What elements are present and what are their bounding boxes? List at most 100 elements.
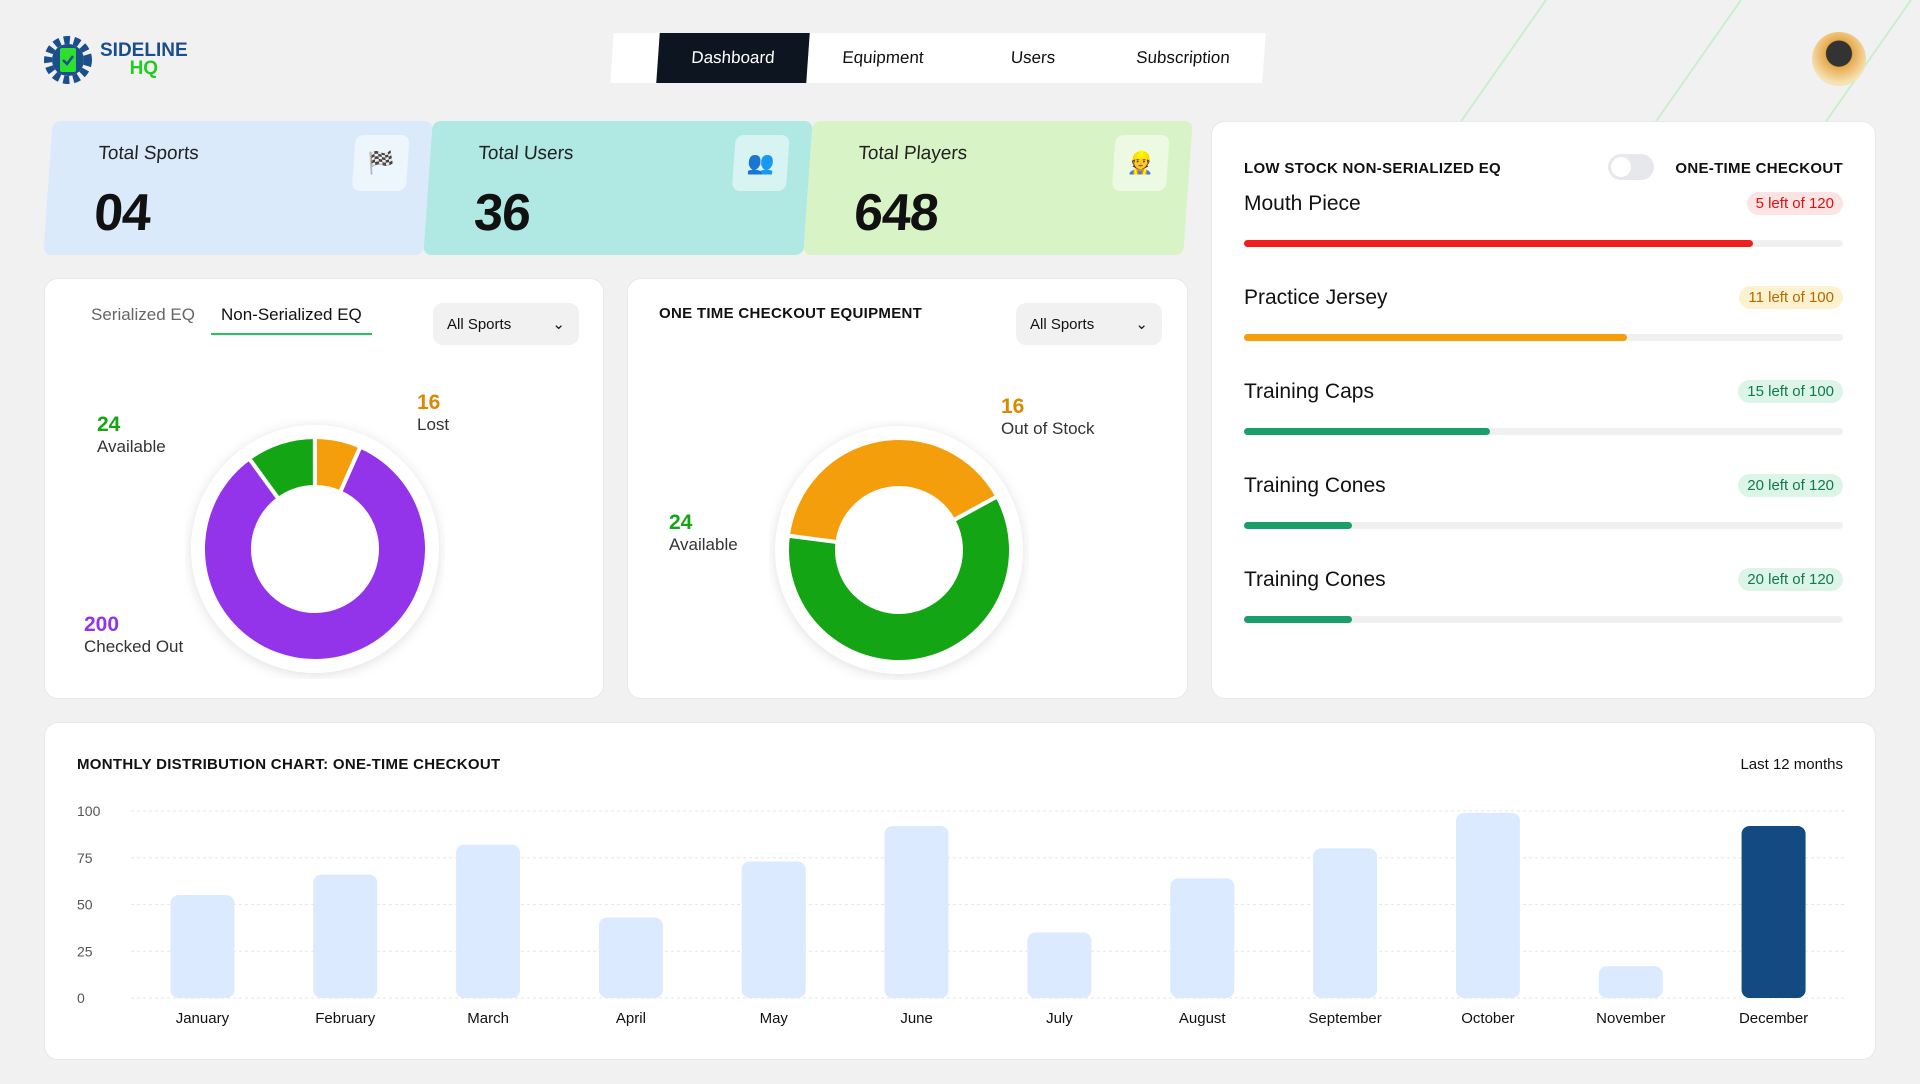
bar-december[interactable]: [1741, 825, 1806, 998]
range-label[interactable]: Last 12 months: [1740, 756, 1843, 773]
stock-item-name: Training Caps: [1244, 380, 1374, 403]
stock-item-name: Mouth Piece: [1244, 192, 1361, 215]
stat-value: 36: [472, 184, 533, 242]
x-tick-label: May: [760, 1010, 789, 1027]
logo[interactable]: SIDELINE HQ: [42, 34, 188, 86]
users-group-icon: 👥: [731, 135, 790, 191]
one-time-checkout-toggle[interactable]: [1608, 154, 1654, 180]
chart-title: MONTHLY DISTRIBUTION CHART: ONE-TIME CHE…: [77, 756, 501, 773]
label-lost: 16 Lost: [417, 391, 450, 434]
y-tick-label: 75: [77, 850, 93, 866]
brand-line1: SIDELINE: [100, 40, 188, 61]
bar-november[interactable]: [1598, 966, 1663, 998]
stock-item-name: Training Cones: [1244, 568, 1386, 591]
bar-july[interactable]: [1027, 932, 1092, 998]
checkered-flags-icon: 🏁: [351, 135, 410, 191]
tab-equipment[interactable]: Equipment: [841, 48, 925, 67]
tab-users[interactable]: Users: [1010, 48, 1056, 67]
stat-label: Total Players: [857, 143, 968, 164]
stock-badge: 11 left of 100: [1739, 286, 1843, 309]
stock-item: Training Cones 20 left of 120: [1244, 474, 1843, 529]
gear-check-icon: [44, 36, 92, 84]
label-available: 24 Available: [97, 413, 166, 456]
stock-item-name: Training Cones: [1244, 474, 1386, 497]
x-tick-label: January: [176, 1010, 230, 1027]
x-tick-label: July: [1046, 1010, 1073, 1027]
x-tick-label: April: [616, 1010, 646, 1027]
stock-progress-fill: [1244, 616, 1352, 623]
bar-march[interactable]: [456, 844, 521, 998]
x-tick-label: September: [1308, 1010, 1381, 1027]
bar-february[interactable]: [313, 874, 378, 998]
stat-value: 04: [92, 184, 153, 242]
panel-title: LOW STOCK NON-SERIALIZED EQ: [1244, 160, 1501, 177]
bar-august[interactable]: [1170, 878, 1235, 998]
stat-card-total-sports: Total Sports 04 🏁: [43, 121, 433, 255]
sports-filter-dropdown[interactable]: All Sports ⌄: [433, 303, 579, 345]
stat-value: 648: [852, 184, 941, 242]
inventory-panel: Serialized EQ Non-Serialized EQ All Spor…: [44, 278, 604, 699]
x-tick-label: December: [1739, 1010, 1808, 1027]
player-icon: 👷: [1111, 135, 1170, 191]
x-tick-label: October: [1461, 1010, 1514, 1027]
stock-progress-fill: [1244, 522, 1352, 529]
bar-june[interactable]: [884, 825, 949, 998]
stock-progress-track: [1244, 616, 1843, 623]
stock-progress-track: [1244, 428, 1843, 435]
bar-april[interactable]: [598, 917, 663, 998]
monthly-chart-panel: MONTHLY DISTRIBUTION CHART: ONE-TIME CHE…: [44, 722, 1876, 1060]
tab-dashboard[interactable]: Dashboard: [656, 33, 810, 83]
y-tick-label: 0: [77, 990, 85, 1006]
x-tick-label: June: [900, 1010, 933, 1027]
donut-slice-checked-out[interactable]: [201, 443, 429, 663]
stat-label: Total Users: [477, 143, 575, 164]
stat-label: Total Sports: [97, 143, 200, 164]
value: 24: [97, 413, 121, 436]
stock-item: Training Cones 20 left of 120: [1244, 568, 1843, 623]
chevron-down-icon: ⌄: [552, 316, 565, 333]
chevron-down-icon: ⌄: [1135, 316, 1148, 333]
inventory-donut: [191, 425, 439, 673]
bar-october[interactable]: [1455, 812, 1520, 998]
stock-progress-track: [1244, 522, 1843, 529]
bar-september[interactable]: [1313, 848, 1378, 998]
stock-progress-fill: [1244, 240, 1754, 247]
low-stock-panel: LOW STOCK NON-SERIALIZED EQ ONE-TIME CHE…: [1211, 121, 1876, 699]
donut-slice-available[interactable]: [785, 493, 1013, 664]
x-tick-label: August: [1179, 1010, 1227, 1027]
stat-card-total-players: Total Players 648 👷: [803, 121, 1193, 255]
sports-filter-dropdown[interactable]: All Sports ⌄: [1016, 303, 1162, 345]
bar-january[interactable]: [170, 895, 235, 998]
y-tick-label: 25: [77, 943, 93, 959]
x-tick-label: February: [315, 1010, 376, 1027]
tab-non-serialized-eq[interactable]: Non-Serialized EQ: [211, 305, 372, 335]
stock-progress-track: [1244, 334, 1843, 341]
checkout-panel: ONE TIME CHECKOUT EQUIPMENT All Sports ⌄ …: [627, 278, 1188, 699]
label-out-of-stock: 16 Out of Stock: [1001, 395, 1095, 438]
bar-chart: 0 25 50 75 100 January February March April May Ju…: [77, 803, 1845, 1027]
panel-title: ONE TIME CHECKOUT EQUIPMENT: [659, 305, 923, 322]
stock-item: Training Caps 15 left of 100: [1244, 380, 1843, 435]
stock-progress-fill: [1244, 428, 1490, 435]
donut-slice-out-of-stock[interactable]: [785, 436, 1001, 545]
stock-badge: 20 left of 120: [1738, 474, 1843, 497]
stock-item: Practice Jersey 11 left of 100: [1244, 286, 1843, 341]
stat-card-total-users: Total Users 36 👥: [423, 121, 813, 255]
stock-badge: 20 left of 120: [1738, 568, 1843, 591]
stock-item-name: Practice Jersey: [1244, 286, 1388, 309]
y-tick-label: 50: [77, 897, 93, 913]
y-tick-label: 100: [77, 803, 101, 819]
x-tick-label: November: [1596, 1010, 1665, 1027]
tab-subscription[interactable]: Subscription: [1135, 48, 1231, 67]
avatar[interactable]: [1812, 32, 1866, 86]
stock-badge: 5 left of 120: [1746, 192, 1843, 215]
bar-may[interactable]: [741, 861, 806, 998]
dropdown-value: All Sports: [447, 315, 512, 333]
stock-progress-fill: [1244, 334, 1628, 341]
tab-serialized-eq[interactable]: Serialized EQ: [91, 305, 195, 324]
stock-item: Mouth Piece 5 left of 120: [1244, 192, 1843, 247]
brand-line2: HQ: [129, 58, 159, 79]
label-checked-out: 200 Checked Out: [84, 613, 184, 656]
toggle-label: ONE-TIME CHECKOUT: [1675, 160, 1843, 177]
x-tick-label: March: [467, 1010, 509, 1027]
